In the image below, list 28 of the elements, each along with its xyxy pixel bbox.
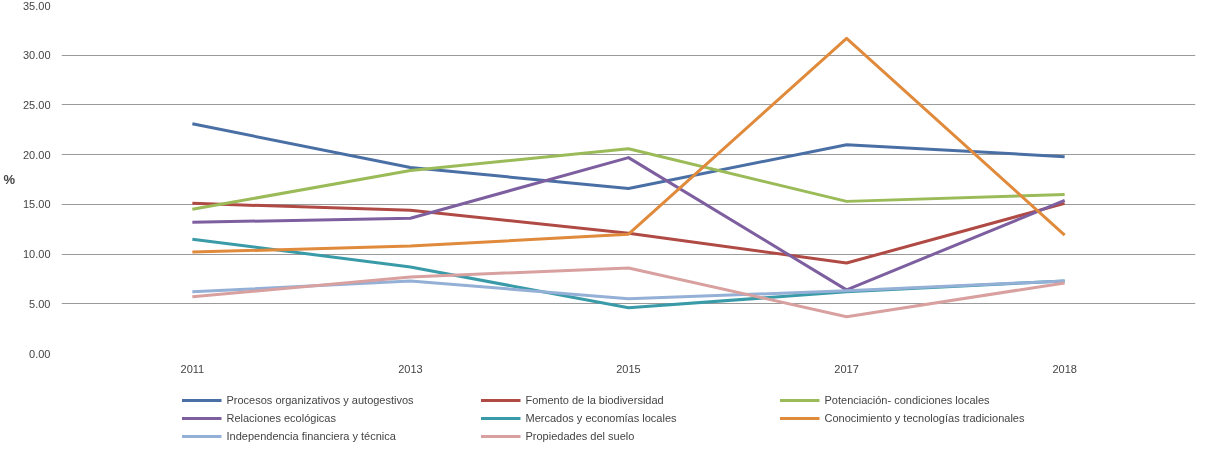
y-axis-title: %: [3, 172, 16, 187]
legend-label: Propiedades del suelo: [525, 428, 636, 443]
legend-label: Fomento de la biodiversidad: [525, 392, 665, 407]
y-tick-label: 30.00: [22, 49, 51, 62]
legend-label: Independencia financiera y técnica: [226, 428, 397, 443]
x-tick-label: 2015: [616, 362, 641, 375]
x-tick-label: 2011: [180, 362, 205, 375]
y-tick-label: 15.00: [22, 198, 51, 211]
y-tick-label: 35.00: [22, 0, 51, 12]
y-tick-label: 0.00: [29, 347, 51, 360]
y-tick-label: 10.00: [22, 248, 51, 261]
legend-label: Conocimiento y tecnologías tradicionales: [824, 410, 1026, 425]
x-tick-label: 2013: [398, 362, 423, 375]
legend-label: Relaciones ecológicas: [226, 410, 337, 425]
line-series: [190, 147, 1067, 211]
y-tick-label: 20.00: [22, 148, 51, 161]
line-series: [190, 156, 1067, 292]
legend-label: Potenciación- condiciones locales: [824, 392, 991, 407]
line-series: [190, 36, 1067, 254]
x-tick-label: 2018: [1052, 362, 1077, 375]
line-series: [190, 122, 1067, 190]
x-tick-label: 2017: [834, 362, 859, 375]
y-tick-label: 5.00: [29, 297, 51, 310]
line-series: [190, 201, 1067, 265]
legend-label: Mercados y economías locales: [525, 410, 678, 425]
line-series: [190, 266, 1067, 319]
y-tick-label: 25.00: [22, 98, 51, 111]
legend-label: Procesos organizativos y autogestivos: [226, 392, 415, 407]
